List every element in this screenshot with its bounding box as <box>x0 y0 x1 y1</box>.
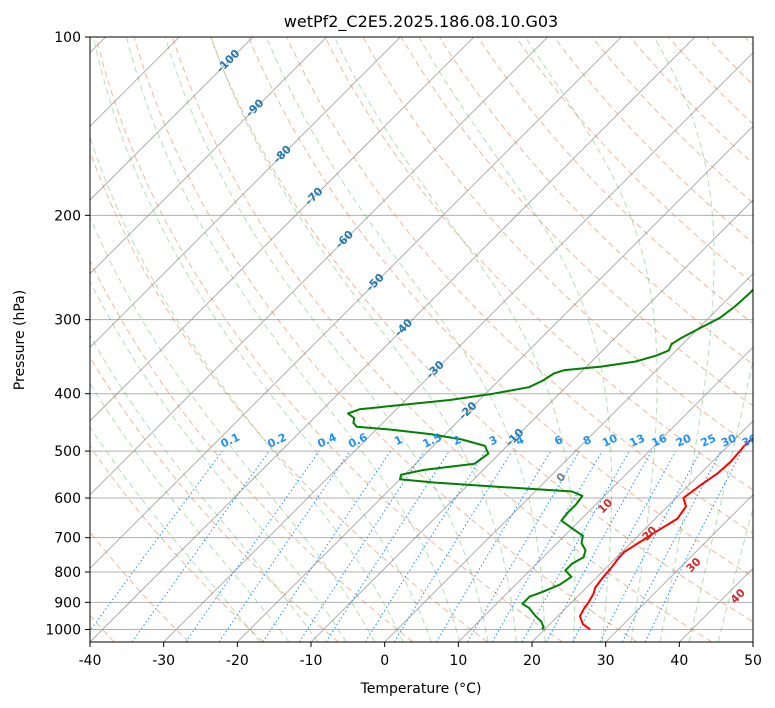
plot-frame <box>89 36 754 643</box>
y-tick-label: 100 <box>54 30 81 46</box>
mixing-ratio-label: 30 <box>719 431 739 449</box>
mixing-ratio-line <box>262 450 392 642</box>
isotherm-line <box>458 346 753 642</box>
moist-adiabat-line <box>90 135 404 642</box>
y-tick-label: 900 <box>54 595 81 611</box>
moist-adiabat-line <box>126 37 461 642</box>
moist-adiabat-line <box>90 426 261 642</box>
x-tick-label: -10 <box>300 653 323 669</box>
dry-adiabat-line <box>90 356 339 642</box>
profile-series <box>347 287 753 631</box>
moist-adiabat-line <box>92 37 432 642</box>
isotherm-line <box>90 37 622 569</box>
moist-adiabat-line <box>688 358 753 642</box>
mixing-ratio-label: 20 <box>674 431 694 449</box>
moist-adiabat-line <box>418 37 613 642</box>
mixing-ratio-label: 10 <box>600 431 620 449</box>
isotherm-line <box>384 273 753 642</box>
isotherm-line <box>531 420 753 642</box>
skewed-isotherms <box>90 37 753 642</box>
moist-adiabat-line <box>524 37 658 642</box>
mixing-ratio-line <box>393 450 513 642</box>
x-tick-label: -40 <box>79 653 102 669</box>
moist-adiabat-line <box>210 37 517 642</box>
mixing-ratio-line <box>218 450 351 642</box>
mixing-ratio-label: 25 <box>699 432 718 450</box>
y-axis: 100 200 300 400 500 600 700 800 900 1000 <box>45 30 90 638</box>
mixing-ratio-line <box>644 450 743 642</box>
isotherm-line <box>90 37 254 201</box>
y-tick-label: 600 <box>54 491 81 507</box>
x-tick-label: 0 <box>380 653 389 669</box>
isotherm-line <box>237 125 753 642</box>
isotherm-line <box>605 494 753 642</box>
mixing-ratio-line <box>131 450 270 642</box>
moist-adiabat-line <box>653 37 715 642</box>
mixing-ratio-line <box>90 450 223 632</box>
dry-adiabat-line <box>133 37 638 642</box>
mixing-ratio-label: 13 <box>628 432 647 450</box>
mixing-ratio-line <box>298 450 425 642</box>
dry-adiabat-line <box>90 259 414 642</box>
y-tick-label: 500 <box>54 444 81 460</box>
pressure-gridlines <box>90 37 753 630</box>
x-tick-label: 40 <box>670 653 688 669</box>
y-tick-label: 800 <box>54 565 81 581</box>
dry-adiabat-line <box>90 445 264 642</box>
x-tick-label: -20 <box>226 653 249 669</box>
moist-adiabat-line <box>266 37 546 642</box>
isotherm-line <box>310 199 753 642</box>
chart-title: wetPf2_C2E5.2025.186.08.10.G03 <box>284 12 558 32</box>
isotherm-line <box>163 52 753 642</box>
y-tick-label: 400 <box>54 387 81 403</box>
x-axis: -40 -30 -20 -10 0 10 20 30 40 50 <box>79 642 762 669</box>
moist-adiabat-line <box>164 37 489 642</box>
x-tick-label: 20 <box>523 653 541 669</box>
x-tick-label: 30 <box>597 653 615 669</box>
isotherm-line <box>90 37 548 496</box>
y-axis-label: Pressure (hPa) <box>12 290 28 390</box>
dry-adiabat-line <box>210 37 753 623</box>
mixing-ratio-label: 36 <box>740 431 760 449</box>
y-tick-label: 300 <box>54 313 81 329</box>
y-tick-label: 700 <box>54 531 81 547</box>
isotherm-line <box>90 37 696 642</box>
x-axis-label: Temperature (°C) <box>360 681 482 697</box>
mixing-ratio-line <box>185 450 320 642</box>
mixing-ratio-line <box>545 450 653 642</box>
x-tick-label: 10 <box>449 653 467 669</box>
x-tick-label: 50 <box>744 653 762 669</box>
isotherm-line <box>90 37 327 275</box>
moist-adiabats <box>90 37 753 642</box>
dry-adiabat-line <box>95 37 563 642</box>
isotherm-line <box>90 37 475 422</box>
moist-adiabat-line <box>333 37 576 642</box>
moist-adiabat-line <box>90 334 319 642</box>
y-tick-label: 200 <box>54 208 81 224</box>
dry-adiabat-line <box>515 37 753 284</box>
dry-adiabat-line <box>286 37 753 534</box>
mixing-ratio-line <box>521 450 630 642</box>
moist-adiabat-line <box>90 382 290 642</box>
temperature-profile-line <box>578 436 753 631</box>
dry-adiabat-line <box>248 37 753 578</box>
moist-adiabat-line <box>717 506 753 642</box>
plot-area: -100-90-80-70-60-50-40-30-20-10010203040… <box>90 37 760 642</box>
moist-adiabat-line <box>90 215 376 642</box>
dewpoint-profile-line <box>347 287 753 630</box>
isotherm-line <box>90 37 401 348</box>
mixing-ratio-lines <box>90 450 743 642</box>
mixing-ratio-label: 16 <box>650 431 670 449</box>
y-tick-label: 1000 <box>45 622 81 638</box>
x-tick-label: -30 <box>152 653 175 669</box>
dry-adiabat-line <box>324 37 753 491</box>
mixing-ratio-line <box>325 450 450 642</box>
